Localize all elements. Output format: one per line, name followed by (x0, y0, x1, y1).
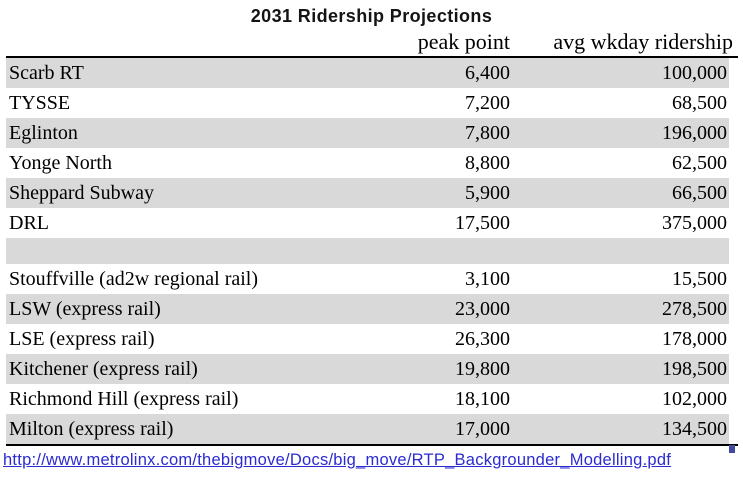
row-label: Kitchener (express rail) (9, 357, 198, 380)
peak-point-value: 17,500 (455, 211, 510, 234)
row-label: Yonge North (9, 151, 112, 174)
peak-point-value: 7,200 (465, 91, 510, 114)
ridership-table: Scarb RT 6,400 100,000 TYSSE 7,200 68,50… (6, 58, 729, 444)
column-header-peak-point: peak point (417, 29, 510, 54)
table-row: Stouffville (ad2w regional rail) 3,100 1… (6, 264, 729, 294)
header-divider-rule (6, 56, 738, 58)
table-row: Eglinton 7,800 196,000 (6, 118, 729, 148)
peak-point-value: 7,800 (465, 121, 510, 144)
row-label: DRL (9, 211, 49, 234)
spacer-row (6, 238, 729, 264)
ridership-projections-sheet: 2031 Ridership Projections peak point av… (0, 6, 743, 470)
corner-marker (729, 445, 735, 453)
wkday-ridership-value: 375,000 (662, 211, 727, 234)
table-row: TYSSE 7,200 68,500 (6, 88, 729, 118)
table-row: Milton (express rail) 17,000 134,500 (6, 414, 729, 444)
row-label: LSE (express rail) (9, 327, 155, 350)
row-label: Scarb RT (9, 61, 84, 84)
wkday-ridership-value: 134,500 (662, 417, 727, 440)
table-row: Kitchener (express rail) 19,800 198,500 (6, 354, 729, 384)
table-row: Richmond Hill (express rail) 18,100 102,… (6, 384, 729, 414)
peak-point-value: 6,400 (465, 61, 510, 84)
table-bottom-rule (6, 444, 738, 446)
wkday-ridership-value: 278,500 (662, 297, 727, 320)
peak-point-value: 26,300 (455, 327, 510, 350)
row-label: Sheppard Subway (9, 181, 154, 204)
peak-point-value: 23,000 (455, 297, 510, 320)
column-header-avg-wkday-ridership: avg wkday ridership (553, 29, 733, 54)
table-row: LSE (express rail) 26,300 178,000 (6, 324, 729, 354)
wkday-ridership-value: 15,500 (672, 267, 727, 290)
table-row: Yonge North 8,800 62,500 (6, 148, 729, 178)
peak-point-value: 19,800 (455, 357, 510, 380)
row-label: Milton (express rail) (9, 417, 174, 440)
row-label: Richmond Hill (express rail) (9, 387, 239, 410)
wkday-ridership-value: 198,500 (662, 357, 727, 380)
peak-point-value: 3,100 (465, 267, 510, 290)
wkday-ridership-value: 102,000 (662, 387, 727, 410)
table-row: LSW (express rail) 23,000 278,500 (6, 294, 729, 324)
wkday-ridership-value: 196,000 (662, 121, 727, 144)
wkday-ridership-value: 178,000 (662, 327, 727, 350)
table-row: Sheppard Subway 5,900 66,500 (6, 178, 729, 208)
peak-point-value: 5,900 (465, 181, 510, 204)
peak-point-value: 8,800 (465, 151, 510, 174)
wkday-ridership-value: 62,500 (672, 151, 727, 174)
table-row: Scarb RT 6,400 100,000 (6, 58, 729, 88)
page-title: 2031 Ridership Projections (250, 6, 493, 26)
table-header-row: peak point avg wkday ridership (0, 27, 743, 56)
source-url-link[interactable]: http://www.metrolinx.com/thebigmove/Docs… (3, 451, 672, 469)
row-label: TYSSE (9, 91, 71, 114)
wkday-ridership-value: 68,500 (672, 91, 727, 114)
wkday-ridership-value: 100,000 (662, 61, 727, 84)
row-label: Stouffville (ad2w regional rail) (9, 267, 259, 290)
peak-point-value: 17,000 (455, 417, 510, 440)
table-row: DRL 17,500 375,000 (6, 208, 729, 238)
row-label: LSW (express rail) (9, 297, 161, 320)
row-label: Eglinton (9, 121, 78, 144)
peak-point-value: 18,100 (455, 387, 510, 410)
wkday-ridership-value: 66,500 (672, 181, 727, 204)
